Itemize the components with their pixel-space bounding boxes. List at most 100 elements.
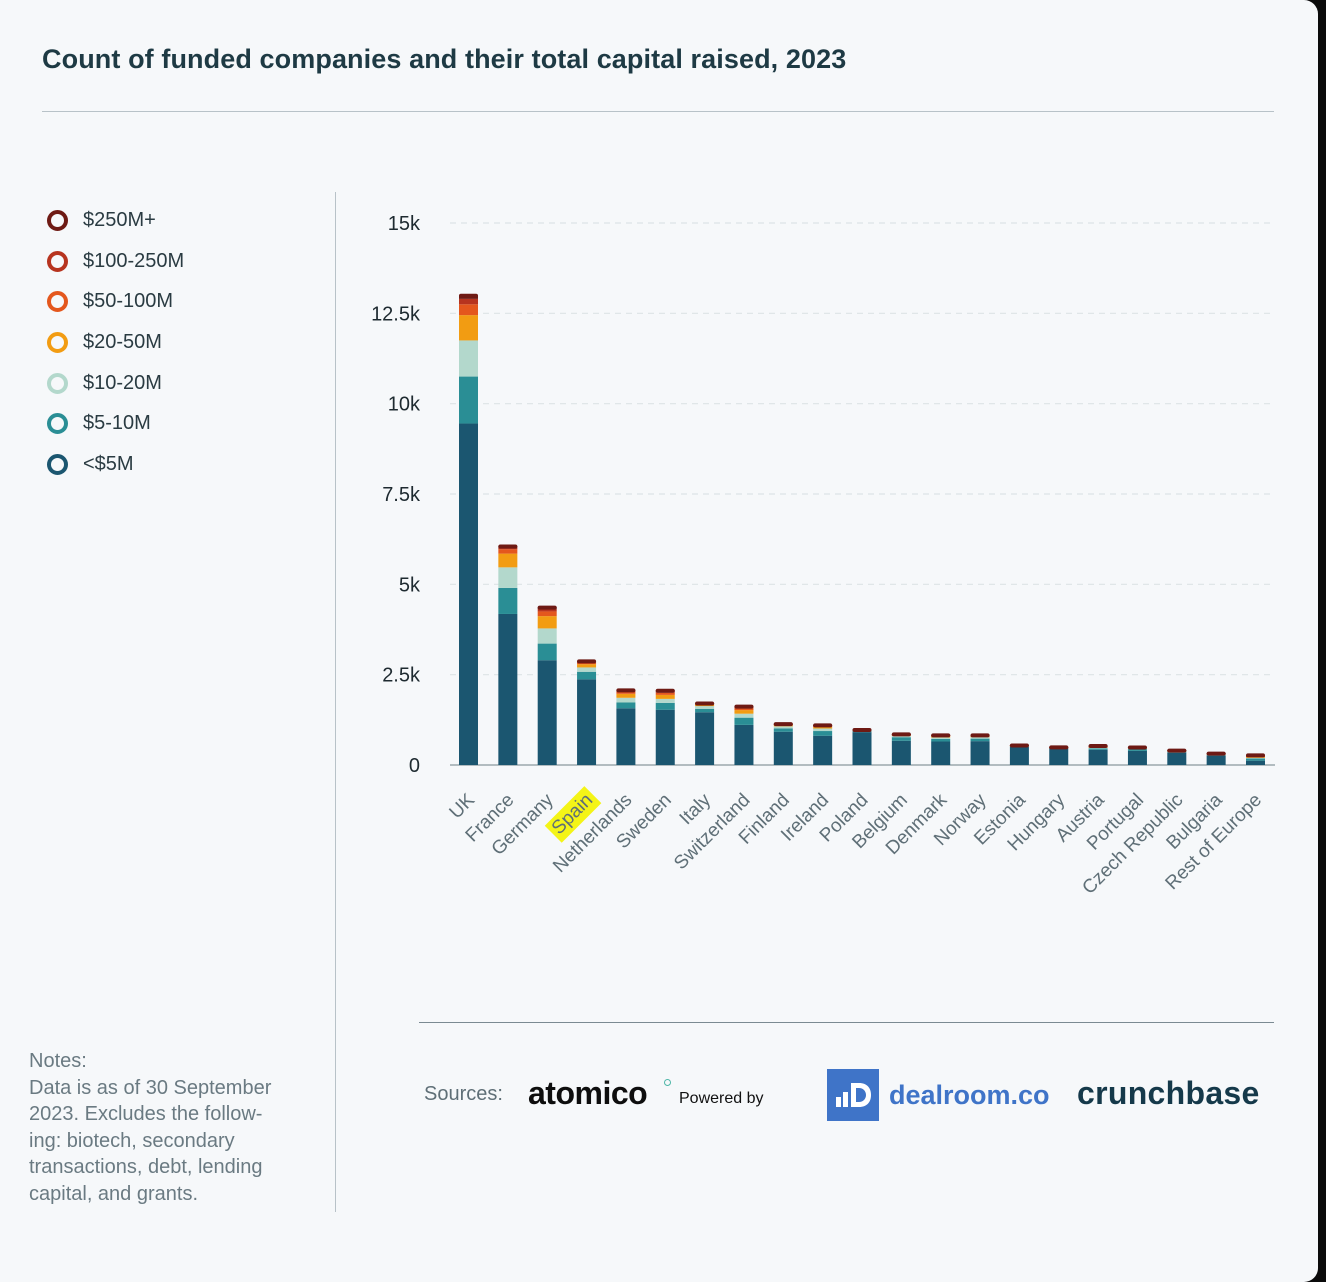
- dealroom-logo-text: dealroom.co: [889, 1080, 1050, 1110]
- notes-line: capital, and grants.: [29, 1182, 198, 1205]
- bar-cap: [734, 704, 754, 709]
- bar-segment: [813, 728, 833, 732]
- legend-item: $250M+: [47, 200, 184, 241]
- bar-segment: [537, 643, 557, 661]
- bar-segment: [577, 679, 597, 765]
- legend-marker-icon: [47, 331, 68, 353]
- bar-segment: [498, 587, 518, 614]
- bar-cap: [655, 688, 675, 693]
- bar-segment: [891, 735, 911, 738]
- bar-cap: [773, 722, 793, 727]
- bar-cap: [459, 293, 478, 298]
- legend-marker-icon: [47, 372, 68, 394]
- bar-segment: [970, 741, 990, 765]
- bar-segment: [773, 731, 793, 765]
- legend-marker-icon: [47, 209, 68, 231]
- y-tick-label: 7.5k: [382, 484, 421, 506]
- bar-cap: [577, 659, 597, 664]
- highlight-marker: [544, 786, 602, 843]
- bar-cap: [931, 733, 951, 738]
- bar-cap: [891, 732, 911, 737]
- legend-marker-icon: [47, 453, 68, 475]
- atomico-logo-dot: [664, 1079, 671, 1086]
- legend-item: $50-100M: [47, 281, 184, 322]
- bar-cap: [1088, 743, 1108, 748]
- chart-title: Count of funded companies and their tota…: [42, 44, 847, 74]
- bar-segment: [734, 707, 754, 711]
- bar-segment: [734, 717, 754, 725]
- bar-segment: [734, 713, 754, 718]
- bar-cap: [498, 544, 518, 549]
- bar-segment: [1246, 760, 1265, 765]
- sources-divider: [419, 1022, 1274, 1023]
- bar-segment: [498, 549, 518, 554]
- bar-segment: [459, 315, 478, 341]
- bar-segment: [813, 735, 833, 765]
- bar-segment: [616, 708, 636, 765]
- bar-segment: [577, 662, 597, 665]
- bar-segment: [459, 340, 478, 377]
- bar-segment: [1246, 757, 1265, 759]
- bar-segment: [655, 698, 675, 703]
- legend-item: $5-10M: [47, 403, 184, 444]
- bar-segment: [1009, 746, 1029, 765]
- notes-heading: Notes:: [29, 1050, 87, 1072]
- bar-segment: [459, 376, 478, 424]
- bar-segment: [1206, 755, 1226, 765]
- bar-segment: [931, 737, 951, 739]
- bar-segment: [1049, 748, 1069, 765]
- bar-cap: [616, 688, 636, 693]
- bar-segment: [655, 709, 675, 765]
- bar-segment: [537, 608, 557, 612]
- legend-item: $100-250M: [47, 241, 184, 282]
- bar-segment: [891, 737, 911, 741]
- bar-segment: [1127, 750, 1147, 765]
- bar-segment: [537, 611, 557, 617]
- legend-label: $10-20M: [83, 371, 162, 394]
- bar-cap: [537, 605, 557, 610]
- bar-segment: [773, 726, 793, 729]
- bar-segment: [1167, 752, 1187, 765]
- powered-by-text: Powered by: [679, 1090, 764, 1107]
- legend-label: $50-100M: [83, 290, 174, 313]
- legend-marker-icon: [47, 413, 68, 435]
- y-tick-label: 2.5k: [382, 665, 421, 687]
- bar-segment: [970, 738, 990, 742]
- notes-line: Data is as of 30 September: [29, 1076, 272, 1099]
- notes-line: ing: biotech, secondary: [29, 1129, 235, 1152]
- legend-label: $100-250M: [83, 249, 185, 272]
- legend-marker-icon: [47, 250, 68, 272]
- bar-segment: [931, 741, 951, 765]
- bar-segment: [577, 664, 597, 668]
- legend-item: <$5M: [47, 444, 184, 485]
- notes-line: 2023. Excludes the follow-: [29, 1103, 263, 1126]
- bar-segment: [616, 702, 636, 709]
- bar-segment: [655, 692, 675, 695]
- bar-segment: [616, 697, 636, 703]
- bar-segment: [1246, 758, 1265, 761]
- legend-label: <$5M: [83, 452, 134, 475]
- bar-segment: [813, 727, 833, 729]
- bar-segment: [498, 567, 518, 588]
- bar-segment: [537, 616, 557, 629]
- bar-cap: [1206, 751, 1226, 756]
- bar-segment: [1088, 747, 1108, 749]
- bar-segment: [459, 423, 478, 765]
- y-tick-label: 12.5k: [371, 303, 421, 325]
- bar-segment: [577, 671, 597, 680]
- bar-segment: [695, 712, 715, 765]
- bar-segment: [734, 710, 754, 714]
- legend: $250M+ $100-250M $50-100M $20-50M $10-20M $5-…: [47, 200, 184, 485]
- bar-segment: [616, 693, 636, 698]
- legend-label: $5-10M: [83, 412, 151, 435]
- bar-cap: [1049, 745, 1069, 750]
- bar-cap: [695, 701, 715, 706]
- title-divider: [42, 111, 1274, 112]
- atomico-logo: atomico: [528, 1075, 648, 1111]
- y-tick-label: 15k: [388, 213, 421, 235]
- bar-segment: [931, 738, 951, 742]
- bar-cap: [852, 727, 872, 732]
- sources-label: Sources:: [424, 1083, 503, 1105]
- bar-segment: [1088, 749, 1108, 765]
- bar-segment: [970, 737, 990, 739]
